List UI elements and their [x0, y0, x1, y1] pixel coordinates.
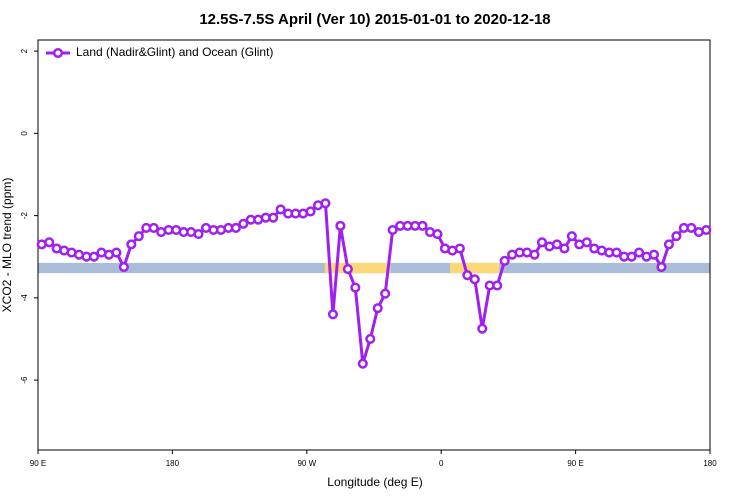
legend-marker [52, 47, 64, 59]
data-point [671, 231, 682, 242]
data-point [626, 251, 637, 262]
data-point [387, 224, 398, 236]
x-tick-label: 90 W [297, 459, 316, 468]
data-point [365, 333, 376, 345]
data-point [469, 274, 480, 285]
data-point [566, 231, 577, 242]
y-tick-label: 0 [20, 131, 29, 136]
data-point [656, 261, 667, 273]
x-tick-label: 90 E [567, 459, 583, 468]
data-point [350, 282, 361, 293]
data-point [686, 222, 697, 233]
x-tick-label: 180 [703, 459, 717, 468]
data-point [380, 288, 391, 299]
data-point [268, 212, 279, 223]
y-tick-label: 2 [20, 48, 29, 53]
data-point [701, 224, 712, 236]
data-point [320, 198, 331, 209]
data-point [148, 222, 159, 233]
band [324, 262, 391, 274]
legend-label: Land (Nadir&Glint) and Ocean (Glint) [76, 45, 273, 59]
y-tick-label: -6 [20, 376, 29, 384]
data-point [477, 323, 488, 334]
data-point [305, 206, 316, 217]
data-point [327, 309, 338, 320]
data-point [648, 249, 660, 260]
x-tick-label: 0 [439, 459, 444, 468]
data-point [230, 222, 241, 233]
plot-frame [37, 39, 711, 451]
data-point [634, 247, 645, 258]
data-point [372, 303, 383, 314]
data-point [118, 261, 129, 273]
y-tick-label: -4 [20, 294, 29, 302]
data-point [275, 204, 286, 215]
data-point [88, 251, 100, 262]
data-point [581, 237, 592, 248]
chart-title: 12.5S-7.5S April (Ver 10) 2015-01-01 to … [199, 11, 550, 28]
data-point [536, 237, 548, 248]
y-tick-label: -2 [20, 211, 29, 219]
data-point [417, 220, 428, 231]
data-point [432, 229, 443, 240]
x-tick-label: 90 E [30, 459, 46, 468]
data-point [44, 237, 55, 248]
x-axis-label: Longitude (deg E) [327, 475, 422, 489]
data-point [342, 264, 353, 275]
data-point [499, 255, 510, 266]
data-point [529, 249, 540, 260]
data-point [663, 239, 674, 250]
data-point [357, 358, 368, 369]
data-point [559, 243, 570, 254]
data-point [133, 231, 144, 242]
data-point [462, 270, 473, 281]
data-point [238, 218, 249, 229]
data-point [126, 239, 137, 250]
band [450, 262, 500, 274]
x-tick-label: 180 [166, 459, 180, 468]
data-point [111, 247, 122, 258]
data-point [335, 220, 346, 231]
data-point [492, 280, 503, 291]
data-point [611, 247, 622, 258]
data-point [454, 243, 465, 254]
y-axis-label: XCO2 - MLO trend (ppm) [0, 178, 14, 313]
data-point [193, 229, 204, 240]
data-point [551, 239, 562, 250]
